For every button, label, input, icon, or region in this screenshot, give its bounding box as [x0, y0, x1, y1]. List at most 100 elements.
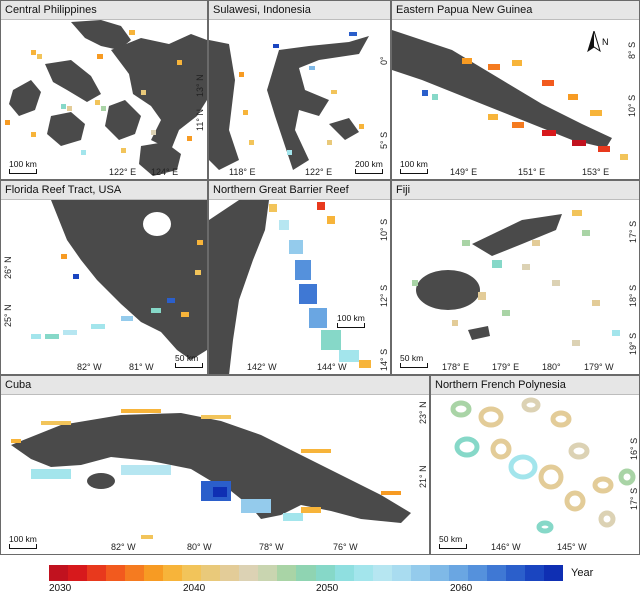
scale-bar-line — [9, 544, 37, 549]
panel-title: Northern Great Barrier Reef — [209, 181, 390, 200]
tick-x: 124° E — [151, 167, 179, 177]
tick-x: 122° E — [305, 167, 333, 177]
scale-bar-line — [355, 169, 383, 174]
tick-x: 76° W — [333, 542, 358, 552]
map-northern-gbr — [209, 200, 371, 374]
scale-bar: 50 km — [439, 534, 467, 549]
scale-bar-line — [337, 323, 365, 328]
panel-title: Eastern Papua New Guinea — [392, 1, 639, 20]
panel-title: Cuba — [1, 376, 429, 395]
reef-cells — [31, 240, 203, 339]
tick-x: 122° E — [109, 167, 137, 177]
legend-swatch — [372, 565, 393, 581]
scale-bar-label: 50 km — [175, 353, 199, 363]
scale-bar-label: 100 km — [400, 159, 428, 169]
legend-swatch — [182, 565, 202, 581]
legend-label-2040: 2040 — [183, 583, 206, 594]
tick-y: 10° S — [627, 94, 637, 117]
tick-x: 81° W — [129, 362, 154, 372]
tick-y: 19° S — [628, 332, 638, 355]
legend-swatch — [543, 565, 564, 581]
legend-swatch — [486, 565, 507, 581]
legend-swatch — [163, 565, 183, 581]
land — [209, 200, 269, 374]
tick-x: 144° W — [317, 362, 347, 372]
tick-x: 146° W — [491, 542, 521, 552]
legend-swatch — [201, 565, 221, 581]
panel-eastern-png: Eastern Papua New Guinea N 149° E 151° E… — [391, 0, 640, 180]
scale-bar-label: 100 km — [9, 159, 37, 169]
tick-y: 10° S — [379, 218, 389, 241]
tick-x: 179° W — [584, 362, 614, 372]
panel-title: Northern French Polynesia — [431, 376, 639, 395]
legend-swatch — [467, 565, 488, 581]
reef-cells — [5, 30, 192, 155]
legend-swatch — [296, 565, 316, 581]
panel-cuba: Cuba 82° W 80° W 78° W 76° W 23° N 21° N… — [0, 375, 430, 555]
panel-central-philippines: Central Philippines 122° E 124° E 13° N … — [0, 0, 208, 180]
panel-title: Fiji — [392, 181, 639, 200]
tick-y: 12° S — [379, 284, 389, 307]
tick-x: 82° W — [111, 542, 136, 552]
tick-x: 179° E — [492, 362, 520, 372]
tick-y: 5° S — [379, 131, 389, 149]
tick-x: 78° W — [259, 542, 284, 552]
tick-x: 149° E — [450, 167, 478, 177]
scale-bar-label: 50 km — [439, 534, 463, 544]
scale-bar-line — [175, 363, 203, 368]
tick-y: 26° N — [3, 256, 13, 279]
tick-y: 23° N — [418, 401, 428, 424]
map-florida — [31, 200, 207, 360]
tick-x: 178° E — [442, 362, 470, 372]
reef-cells — [239, 32, 364, 155]
scale-bar-label: 100 km — [9, 534, 37, 544]
scale-bar: 100 km — [9, 534, 37, 549]
map-eastern-png — [392, 30, 628, 160]
scale-bar: 100 km — [9, 159, 37, 174]
panel-sulawesi: Sulawesi, Indonesia 118° E 122° E 0° 5° … — [208, 0, 391, 180]
scale-bar-label: 50 km — [400, 353, 424, 363]
land — [9, 20, 207, 176]
tick-x: 145° W — [557, 542, 587, 552]
panel-fiji: Fiji 178° E 179° E 180° 179° W 17° S 18°… — [391, 180, 640, 375]
scale-bar: 50 km — [400, 353, 428, 368]
legend-swatch — [410, 565, 431, 581]
north-label: N — [602, 37, 609, 47]
legend-swatch — [220, 565, 240, 581]
reef-cells — [422, 58, 628, 160]
legend-swatch — [448, 565, 469, 581]
legend-swatch — [315, 565, 336, 581]
land — [209, 36, 369, 170]
scale-bar-label: 200 km — [355, 159, 383, 169]
scale-bar-label: 100 km — [337, 313, 365, 323]
legend-swatch — [277, 565, 297, 581]
panel-northern-gbr: Northern Great Barrier Reef 142° W 144° … — [208, 180, 391, 375]
legend-swatch — [144, 565, 164, 581]
land — [416, 214, 562, 340]
land — [11, 413, 411, 523]
legend-swatch — [391, 565, 412, 581]
map-fiji — [412, 210, 620, 346]
scale-bar: 100 km — [400, 159, 428, 174]
tick-x: 118° E — [229, 167, 256, 177]
legend-title: Year — [571, 567, 594, 579]
north-arrow-icon — [587, 29, 601, 53]
tick-x: 142° W — [247, 362, 277, 372]
tick-y: 17° S — [629, 487, 639, 510]
tick-x: 80° W — [187, 542, 212, 552]
tick-y: 21° N — [418, 465, 428, 488]
tick-x: 180° — [542, 362, 561, 372]
scale-bar-line — [400, 169, 428, 174]
tick-y: 17° S — [628, 220, 638, 243]
tick-x: 153° E — [582, 167, 610, 177]
atolls — [450, 397, 636, 534]
tick-x: 151° E — [518, 167, 546, 177]
tick-y: 8° S — [627, 41, 637, 59]
legend-swatch — [258, 565, 278, 581]
scale-bar-line — [439, 544, 467, 549]
tick-y: 18° S — [628, 284, 638, 307]
legend-swatch — [353, 565, 374, 581]
tick-y: 0° — [379, 56, 389, 65]
panel-title: Central Philippines — [1, 1, 207, 20]
legend-swatch — [239, 565, 259, 581]
